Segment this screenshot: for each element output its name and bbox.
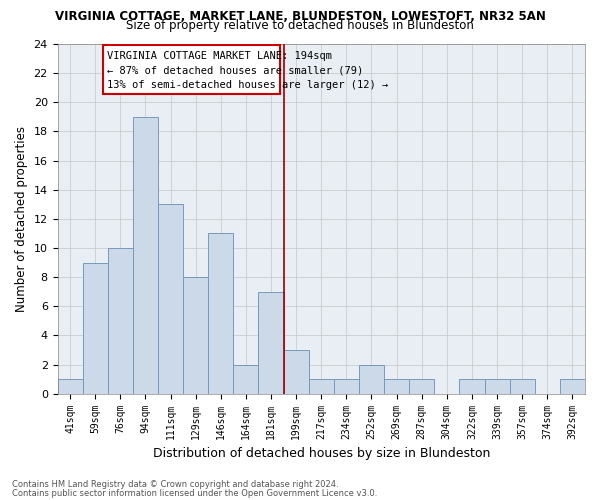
Bar bbox=[108, 248, 133, 394]
Bar bbox=[233, 364, 259, 394]
Bar bbox=[309, 379, 334, 394]
Bar bbox=[208, 234, 233, 394]
Bar bbox=[485, 379, 509, 394]
Text: Contains public sector information licensed under the Open Government Licence v3: Contains public sector information licen… bbox=[12, 489, 377, 498]
X-axis label: Distribution of detached houses by size in Blundeston: Distribution of detached houses by size … bbox=[152, 447, 490, 460]
Bar bbox=[409, 379, 434, 394]
Bar bbox=[384, 379, 409, 394]
Text: 13% of semi-detached houses are larger (12) →: 13% of semi-detached houses are larger (… bbox=[107, 80, 389, 90]
Text: Contains HM Land Registry data © Crown copyright and database right 2024.: Contains HM Land Registry data © Crown c… bbox=[12, 480, 338, 489]
Bar bbox=[460, 379, 485, 394]
FancyBboxPatch shape bbox=[103, 46, 280, 94]
Text: VIRGINIA COTTAGE MARKET LANE: 194sqm: VIRGINIA COTTAGE MARKET LANE: 194sqm bbox=[107, 50, 332, 60]
Text: VIRGINIA COTTAGE, MARKET LANE, BLUNDESTON, LOWESTOFT, NR32 5AN: VIRGINIA COTTAGE, MARKET LANE, BLUNDESTO… bbox=[55, 10, 545, 23]
Bar bbox=[83, 262, 108, 394]
Text: ← 87% of detached houses are smaller (79): ← 87% of detached houses are smaller (79… bbox=[107, 65, 364, 75]
Bar bbox=[284, 350, 309, 394]
Bar bbox=[359, 364, 384, 394]
Bar bbox=[509, 379, 535, 394]
Bar bbox=[158, 204, 183, 394]
Bar bbox=[58, 379, 83, 394]
Bar bbox=[183, 277, 208, 394]
Y-axis label: Number of detached properties: Number of detached properties bbox=[15, 126, 28, 312]
Bar bbox=[259, 292, 284, 394]
Bar bbox=[560, 379, 585, 394]
Text: Size of property relative to detached houses in Blundeston: Size of property relative to detached ho… bbox=[126, 19, 474, 32]
Bar bbox=[133, 117, 158, 394]
Bar bbox=[334, 379, 359, 394]
